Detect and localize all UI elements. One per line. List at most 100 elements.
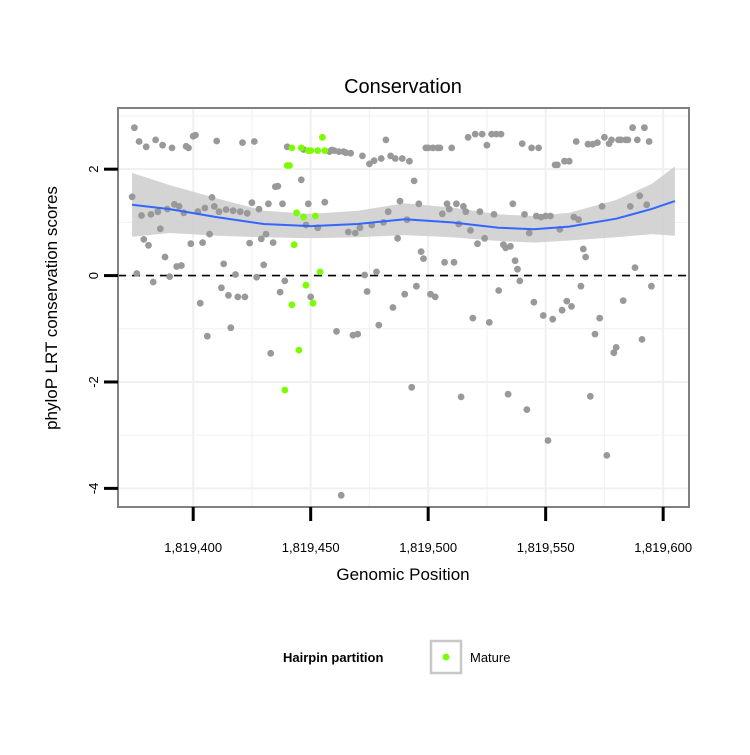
data-point [542, 212, 550, 220]
mature-data-point [321, 147, 329, 155]
data-point [629, 124, 636, 132]
data-point [577, 282, 585, 290]
data-point [138, 212, 145, 219]
data-point [617, 136, 625, 144]
data-point [495, 287, 503, 294]
data-point [335, 148, 343, 156]
y-tick-label: 2 [86, 166, 101, 173]
data-point [210, 203, 218, 210]
data-point [453, 200, 460, 208]
data-point [232, 271, 239, 278]
mature-data-point [309, 299, 317, 307]
data-point [344, 228, 352, 236]
data-point [396, 197, 404, 205]
data-point [631, 264, 639, 271]
data-point [384, 208, 392, 216]
data-point [213, 137, 221, 145]
data-point [610, 349, 618, 357]
data-point [152, 136, 160, 144]
data-point [492, 130, 500, 138]
mature-data-point [300, 213, 307, 221]
data-point [239, 139, 246, 147]
data-point [539, 312, 547, 319]
series-other [128, 124, 655, 499]
data-point [394, 234, 401, 242]
data-point [234, 293, 242, 301]
mature-data-point [297, 144, 305, 152]
data-point [279, 200, 286, 208]
data-point [579, 245, 587, 253]
data-point [511, 257, 519, 265]
data-point [563, 297, 571, 305]
data-point [260, 261, 268, 269]
legend-label-mature: Mature [470, 650, 510, 665]
data-point [269, 239, 277, 247]
data-point [413, 282, 420, 290]
x-axis-title: Genomic Position [336, 565, 469, 584]
data-point [483, 141, 491, 149]
mature-data-point [302, 281, 310, 289]
data-point [596, 314, 604, 322]
data-point [192, 131, 199, 139]
series-mature [281, 133, 329, 394]
data-point [481, 234, 488, 242]
mature-data-point [295, 346, 303, 354]
data-point [359, 152, 366, 160]
data-point [274, 182, 282, 190]
data-point [321, 198, 329, 206]
data-point [304, 200, 312, 208]
data-point [243, 209, 251, 217]
x-tick-label: 1,819,450 [282, 540, 340, 555]
plot-panel-border [117, 107, 690, 508]
data-point [363, 288, 371, 295]
data-point [187, 240, 195, 248]
data-point [476, 208, 484, 216]
data-point [265, 200, 272, 208]
data-point [351, 229, 359, 237]
data-point [208, 194, 216, 201]
legend-key-dot [442, 653, 450, 661]
data-point [147, 211, 155, 218]
data-point [135, 138, 143, 145]
data-point [507, 242, 514, 250]
x-axis-ticks: 1,819,400 1,819,450 1,819,500 1,819,550 1,81… [164, 507, 692, 555]
data-point [131, 124, 138, 132]
data-point [361, 271, 369, 279]
data-point [145, 241, 152, 249]
data-point [175, 203, 183, 210]
data-point [297, 176, 305, 184]
data-point [267, 349, 275, 357]
data-point [603, 452, 611, 459]
data-point [128, 193, 136, 201]
data-point [612, 344, 620, 351]
data-point [641, 124, 648, 132]
data-point [257, 235, 265, 243]
data-point [467, 227, 474, 234]
data-point [347, 149, 354, 157]
data-point [521, 211, 528, 218]
data-point [469, 314, 477, 322]
data-point [488, 130, 495, 138]
data-point [255, 205, 263, 213]
data-point [626, 203, 634, 210]
data-point [544, 437, 552, 444]
data-point [462, 208, 470, 216]
data-point [568, 303, 575, 310]
data-point [220, 260, 228, 268]
chart-title: Conservation [344, 76, 462, 98]
data-point [518, 140, 526, 148]
data-point [203, 332, 211, 340]
mature-data-point [290, 241, 298, 249]
mature-data-point [288, 144, 296, 152]
legend: Hairpin partition Mature [283, 639, 510, 675]
data-point [594, 139, 601, 147]
x-tick-label: 1,819,600 [634, 540, 692, 555]
data-point [398, 155, 406, 162]
data-point [408, 383, 416, 391]
data-point [382, 136, 390, 144]
legend-title: Hairpin partition [283, 650, 383, 665]
mature-data-point [314, 147, 322, 155]
data-point [504, 390, 512, 398]
data-point [561, 157, 568, 165]
